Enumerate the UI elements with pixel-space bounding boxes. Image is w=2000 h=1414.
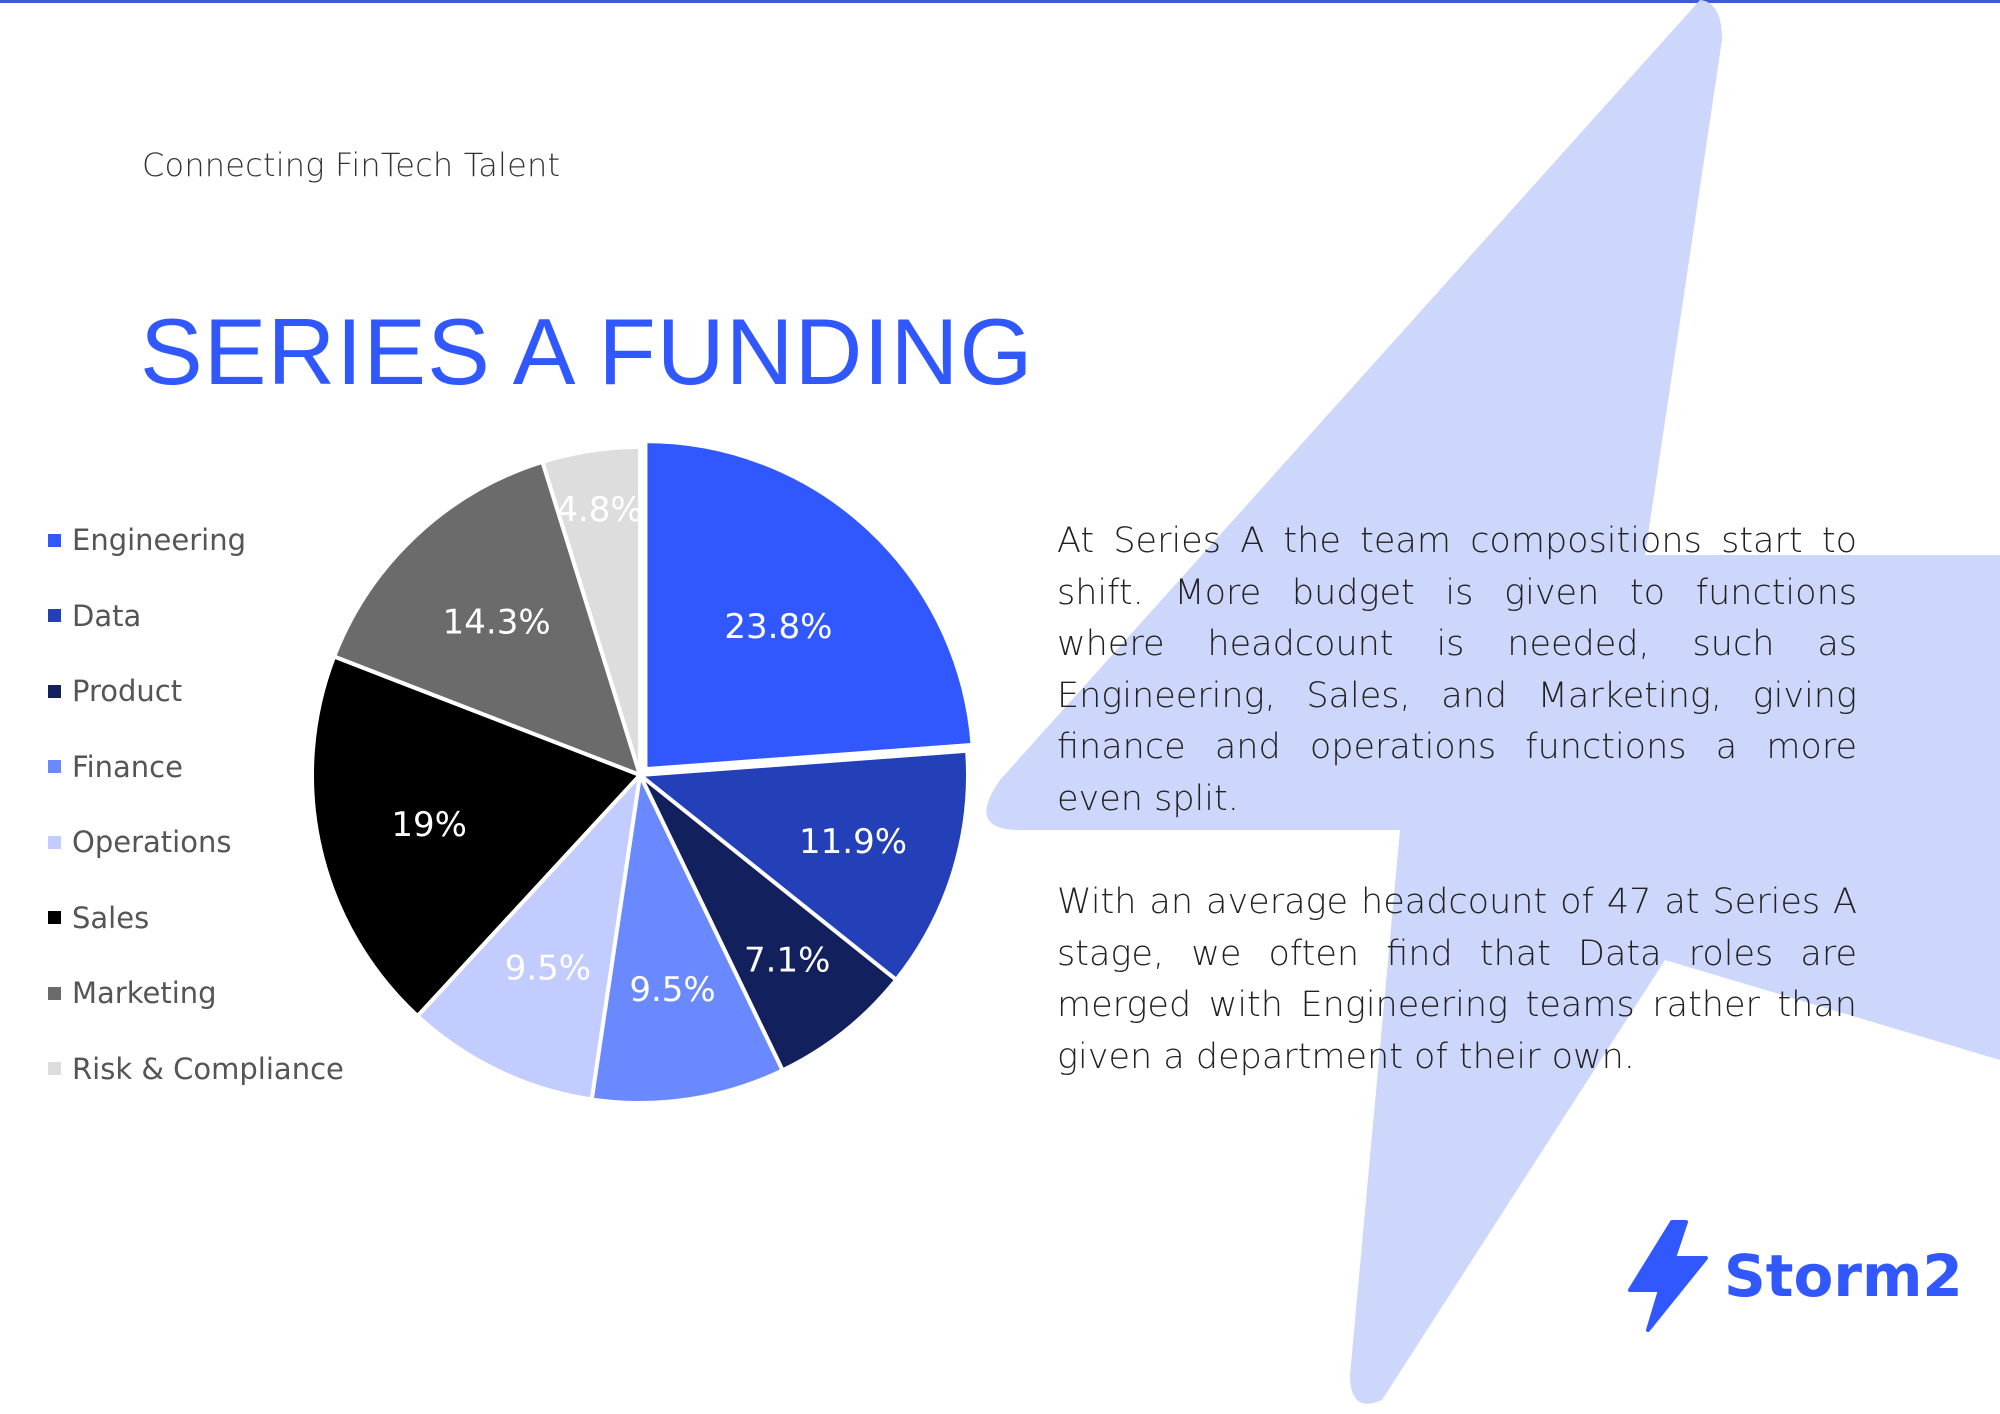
legend-label: Data: [72, 598, 142, 633]
legend-swatch: [48, 684, 61, 698]
legend-swatch: [48, 986, 61, 1000]
legend-label: Product: [72, 674, 183, 708]
pie-data-label: 11.9%: [799, 822, 907, 862]
legend-label: Marketing: [72, 976, 217, 1010]
legend-swatch: [48, 911, 61, 924]
pie-data-label: 23.8%: [724, 607, 832, 647]
legend-label: Engineering: [72, 523, 246, 557]
brand-name: Storm2: [1724, 1242, 1963, 1310]
pie-data-label: 9.5%: [629, 970, 715, 1010]
legend-item: Risk & Compliance: [48, 1049, 344, 1089]
legend-label: Finance: [72, 749, 183, 784]
pie-data-label: 7.1%: [744, 941, 830, 981]
legend-label: Risk & Compliance: [72, 1051, 344, 1086]
pie-data-label: 14.3%: [443, 603, 551, 643]
tagline: Connecting FinTech Talent: [142, 146, 561, 184]
legend-swatch: [48, 835, 61, 849]
pie-slice: [634, 748, 970, 983]
lightning-bolt-icon: [1628, 1220, 1708, 1332]
page-title: SERIES A FUNDING: [140, 299, 1034, 404]
legend-swatch: [48, 609, 61, 622]
top-border: [0, 0, 2000, 3]
pie-data-label: 4.8%: [556, 490, 642, 530]
pie-chart: 23.8% 11.9% 7.1% 9.5% 9.5% 19% 14.3% 4.8%: [310, 440, 975, 1105]
pie-data-label: 9.5%: [505, 948, 591, 988]
legend-item: Finance: [48, 747, 183, 787]
brand-logo: Storm2: [1620, 1220, 1963, 1332]
legend-item: Sales: [48, 898, 149, 938]
legend-swatch: [48, 1062, 61, 1075]
legend-label: Operations: [72, 825, 232, 859]
legend-label: Sales: [72, 900, 150, 935]
pie-slice: [589, 768, 786, 1105]
pie-slice: [414, 768, 643, 1102]
description-paragraph-2: With an average headcount of 47 at Serie…: [1057, 882, 1857, 1077]
pie-data-label: 19%: [391, 805, 467, 845]
legend-item: Operations: [48, 822, 231, 862]
pie-slice: [643, 440, 975, 772]
legend-item: Engineering: [48, 520, 246, 560]
legend-item: Marketing: [48, 973, 217, 1013]
pie-slice: [638, 773, 899, 1074]
pie-slice: [331, 459, 644, 779]
legend-item: Data: [48, 596, 141, 636]
legend-swatch: [48, 533, 61, 547]
description-text: At Series A the team compositions start …: [1057, 516, 1857, 1135]
legend-item: Product: [48, 671, 182, 711]
pie-slice: [310, 653, 644, 1019]
pie-slice: [539, 444, 642, 776]
description-paragraph-1: At Series A the team compositions start …: [1057, 521, 1857, 819]
legend-swatch: [48, 760, 61, 773]
